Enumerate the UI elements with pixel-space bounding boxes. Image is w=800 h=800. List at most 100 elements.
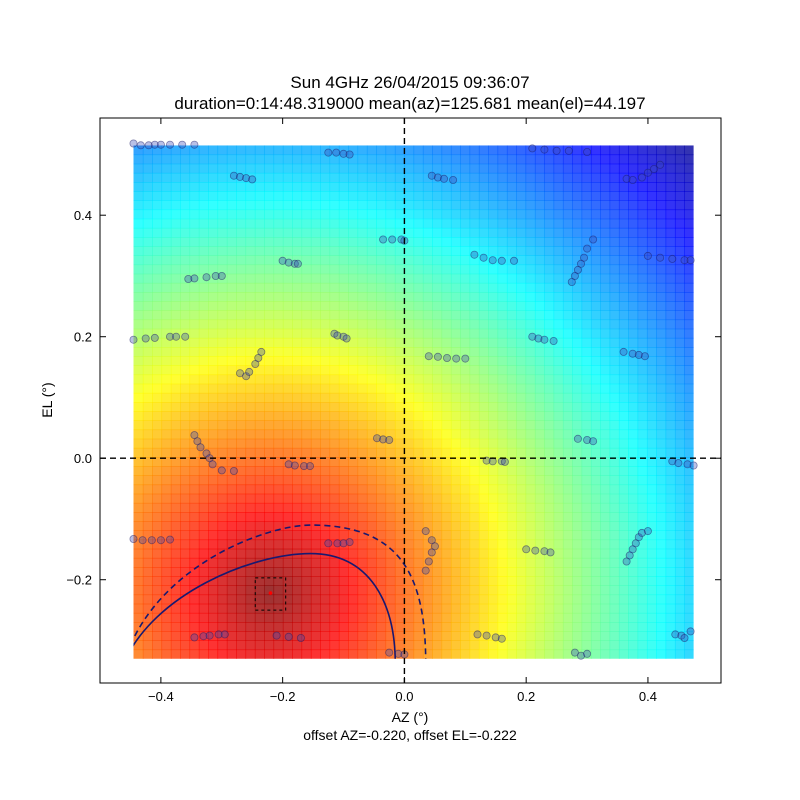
heatmap-cell — [516, 209, 527, 220]
heatmap-cell — [618, 163, 629, 174]
heatmap-cell — [385, 255, 396, 266]
heatmap-cell — [609, 374, 620, 385]
heatmap-cell — [142, 438, 153, 449]
heatmap-cell — [273, 273, 284, 284]
heatmap-cell — [562, 447, 573, 458]
heatmap-cell — [348, 585, 359, 596]
heatmap-cell — [217, 356, 228, 366]
heatmap-cell — [432, 585, 443, 596]
heatmap-cell — [572, 182, 583, 192]
heatmap-cell — [674, 576, 685, 586]
heatmap-cell — [609, 622, 620, 632]
heatmap-cell — [217, 182, 228, 192]
heatmap-cell — [413, 392, 424, 403]
heatmap-cell — [506, 438, 517, 449]
heatmap-cell — [236, 493, 247, 504]
heatmap-cell — [161, 347, 172, 357]
heatmap-cell — [628, 163, 639, 174]
heatmap-cell — [161, 200, 172, 211]
heatmap-cell — [497, 273, 508, 284]
heatmap-cell — [170, 301, 181, 311]
heatmap-cell — [208, 447, 219, 458]
heatmap-cell — [525, 255, 536, 266]
heatmap-cell — [684, 411, 694, 421]
heatmap-cell — [478, 328, 489, 339]
heatmap-cell — [534, 191, 545, 201]
heatmap-cell — [404, 585, 415, 596]
heatmap-cell — [656, 649, 667, 659]
heatmap-cell — [376, 392, 387, 403]
heatmap-cell — [310, 429, 321, 440]
heatmap-cell — [310, 365, 321, 376]
heatmap-cell — [394, 493, 405, 504]
heatmap-cell — [217, 163, 228, 174]
heatmap-cell — [618, 438, 629, 449]
heatmap-cell — [656, 356, 667, 366]
heatmap-cell — [273, 438, 284, 449]
heatmap-cell — [152, 576, 163, 586]
heatmap-cell — [413, 246, 424, 256]
heatmap-cell — [516, 603, 527, 614]
heatmap-cell — [553, 356, 564, 366]
heatmap-cell — [236, 512, 247, 522]
heatmap-cell — [469, 484, 480, 495]
heatmap-cell — [329, 246, 340, 256]
heatmap-cell — [581, 521, 592, 531]
heatmap-cell — [245, 383, 256, 394]
heatmap-cell — [170, 493, 181, 504]
heatmap-cell — [273, 612, 284, 623]
heatmap-cell — [357, 319, 368, 330]
heatmap-cell — [637, 457, 648, 467]
heatmap-cell — [674, 154, 685, 165]
heatmap-cell — [618, 374, 629, 385]
heatmap-cell — [394, 356, 405, 366]
heatmap-cell — [226, 585, 237, 596]
heatmap-cell — [656, 567, 667, 577]
heatmap-cell — [581, 512, 592, 522]
heatmap-cell — [581, 576, 592, 586]
heatmap-cell — [208, 163, 219, 174]
heatmap-cell — [497, 493, 508, 504]
heatmap-cell — [469, 145, 480, 156]
heatmap-cell — [534, 246, 545, 256]
heatmap-cell — [152, 145, 163, 156]
heatmap-cell — [348, 319, 359, 330]
heatmap-cell — [562, 612, 573, 623]
heatmap-cell — [394, 200, 405, 211]
scan-point — [637, 173, 646, 182]
heatmap-cell — [394, 383, 405, 394]
heatmap-cell — [310, 457, 321, 467]
heatmap-cell — [646, 182, 657, 192]
heatmap-cell — [208, 649, 219, 659]
heatmap-cell — [404, 182, 415, 192]
heatmap-cell — [273, 530, 284, 541]
heatmap-cell — [618, 383, 629, 394]
heatmap-cell — [394, 347, 405, 357]
heatmap-cell — [656, 539, 667, 550]
heatmap-cell — [142, 548, 153, 559]
heatmap-cell — [357, 493, 368, 504]
heatmap-cell — [301, 356, 312, 366]
heatmap-cell — [516, 622, 527, 632]
heatmap-cell — [553, 603, 564, 614]
heatmap-cell — [628, 521, 639, 531]
heatmap-cell — [618, 347, 629, 357]
heatmap-cell — [254, 310, 265, 321]
heatmap-cell — [562, 154, 573, 165]
heatmap-cell — [422, 191, 433, 201]
heatmap-cell — [441, 530, 452, 541]
heatmap-cell — [469, 182, 480, 192]
heatmap-cell — [245, 521, 256, 531]
heatmap-cell — [404, 603, 415, 614]
heatmap-cell — [609, 429, 620, 440]
heatmap-cell — [488, 402, 499, 412]
heatmap-cell — [656, 310, 667, 321]
heatmap-cell — [236, 172, 247, 183]
heatmap-cell — [404, 282, 415, 293]
heatmap-cell — [581, 392, 592, 403]
heatmap-cell — [572, 594, 583, 605]
heatmap-cell — [264, 438, 275, 449]
scan-point — [452, 354, 461, 363]
heatmap-cell — [646, 163, 657, 174]
heatmap-cell — [684, 420, 694, 431]
